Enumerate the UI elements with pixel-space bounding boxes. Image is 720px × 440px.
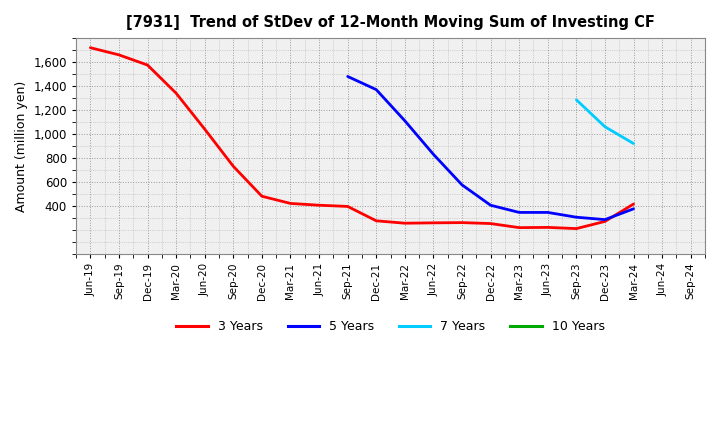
3 Years — [429, 220, 438, 225]
3 Years — [343, 204, 352, 209]
3 Years — [515, 225, 523, 230]
3 Years — [86, 45, 95, 50]
3 Years — [143, 62, 152, 68]
5 Years — [486, 202, 495, 208]
Y-axis label: Amount (million yen): Amount (million yen) — [15, 81, 28, 212]
5 Years — [544, 210, 552, 215]
Line: 3 Years: 3 Years — [91, 48, 634, 229]
3 Years — [629, 202, 638, 207]
3 Years — [600, 219, 609, 224]
5 Years — [400, 118, 409, 123]
3 Years — [486, 221, 495, 226]
3 Years — [458, 220, 467, 225]
7 Years — [600, 124, 609, 129]
Line: 5 Years: 5 Years — [348, 77, 634, 220]
Title: [7931]  Trend of StDev of 12-Month Moving Sum of Investing CF: [7931] Trend of StDev of 12-Month Moving… — [126, 15, 655, 30]
3 Years — [200, 127, 209, 132]
3 Years — [172, 91, 181, 96]
3 Years — [229, 164, 238, 169]
3 Years — [258, 194, 266, 199]
3 Years — [572, 226, 580, 231]
Line: 7 Years: 7 Years — [576, 100, 634, 143]
5 Years — [429, 152, 438, 157]
3 Years — [114, 52, 123, 58]
5 Years — [372, 87, 381, 92]
7 Years — [629, 141, 638, 146]
5 Years — [515, 210, 523, 215]
3 Years — [544, 225, 552, 230]
5 Years — [572, 215, 580, 220]
Legend: 3 Years, 5 Years, 7 Years, 10 Years: 3 Years, 5 Years, 7 Years, 10 Years — [171, 315, 610, 338]
3 Years — [372, 218, 381, 224]
5 Years — [629, 206, 638, 212]
5 Years — [600, 217, 609, 222]
3 Years — [315, 202, 323, 208]
5 Years — [343, 74, 352, 79]
5 Years — [458, 182, 467, 187]
3 Years — [400, 220, 409, 226]
3 Years — [286, 201, 294, 206]
7 Years — [572, 97, 580, 103]
